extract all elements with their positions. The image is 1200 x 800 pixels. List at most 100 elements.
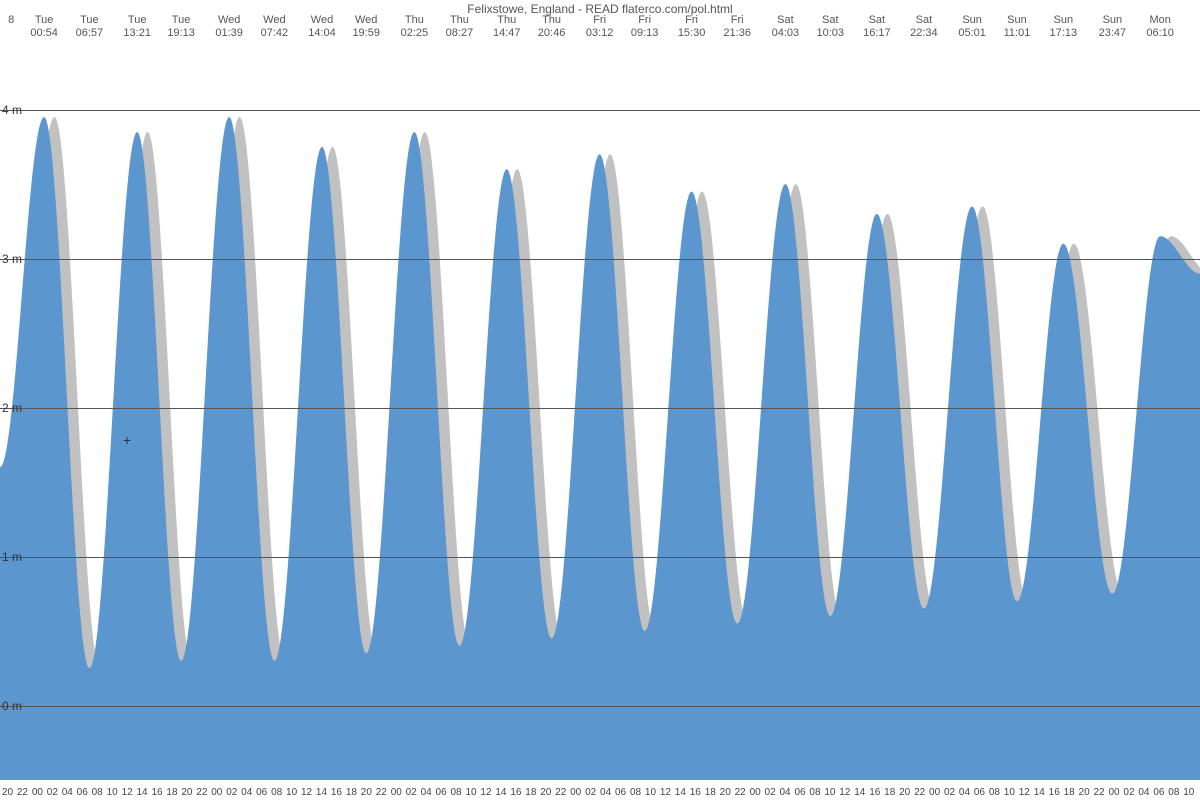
gridline [0,706,1200,707]
time-label: Wed07:42 [249,14,299,40]
hour-tick: 16 [869,787,880,798]
hour-tick: 10 [1004,787,1015,798]
time-label: Sun05:01 [947,14,997,40]
time-label: Thu02:25 [389,14,439,40]
hour-tick: 16 [690,787,701,798]
hour-tick: 22 [376,787,387,798]
hour-tick: 14 [854,787,865,798]
time-label: Fri15:30 [667,14,717,40]
time-label: Tue19:13 [156,14,206,40]
hour-tick: 14 [675,787,686,798]
gridline [0,557,1200,558]
hour-tick: 18 [1064,787,1075,798]
hour-tick: 10 [824,787,835,798]
hour-tick: 02 [406,787,417,798]
hour-tick: 00 [1108,787,1119,798]
hour-tick: 04 [959,787,970,798]
hour-tick: 12 [480,787,491,798]
hour-tick: 16 [151,787,162,798]
hour-tick: 04 [1138,787,1149,798]
hour-tick: 18 [705,787,716,798]
hour-tick: 10 [286,787,297,798]
hour-tick: 00 [32,787,43,798]
hour-tick: 12 [301,787,312,798]
hour-tick: 08 [92,787,103,798]
hour-tick: 00 [570,787,581,798]
bottom-axis: 2022000204060810121416182022000204060810… [0,786,1200,800]
hour-tick: 16 [1049,787,1060,798]
hour-tick: 04 [779,787,790,798]
hour-tick: 02 [585,787,596,798]
hour-tick: 00 [211,787,222,798]
crosshair-marker: + [123,432,131,448]
top-axis: 8Tue00:54Tue06:57Tue13:21Tue19:13Wed01:3… [0,14,1200,44]
hour-tick: 16 [510,787,521,798]
hour-tick: 08 [451,787,462,798]
hour-tick: 18 [346,787,357,798]
hour-tick: 08 [1168,787,1179,798]
time-label: Sun11:01 [992,14,1042,40]
hour-tick: 12 [122,787,133,798]
gridline [0,259,1200,260]
hour-tick: 04 [62,787,73,798]
time-label: Tue06:57 [64,14,114,40]
hour-tick: 02 [226,787,237,798]
y-label: 0 m [2,699,22,713]
hour-tick: 06 [974,787,985,798]
hour-tick: 14 [136,787,147,798]
hour-tick: 04 [421,787,432,798]
tide-series-blue [0,117,1200,780]
hour-tick: 18 [884,787,895,798]
tide-svg [0,50,1200,780]
time-label: Mon06:10 [1135,14,1185,40]
hour-tick: 12 [660,787,671,798]
y-label: 3 m [2,252,22,266]
hour-tick: 02 [765,787,776,798]
y-label: 1 m [2,550,22,564]
y-label: 4 m [2,103,22,117]
time-label: Fri09:13 [620,14,670,40]
hour-tick: 00 [750,787,761,798]
hour-tick: 10 [1183,787,1194,798]
hour-tick: 18 [525,787,536,798]
hour-tick: 02 [944,787,955,798]
hour-tick: 20 [1079,787,1090,798]
time-label: Sat22:34 [899,14,949,40]
time-label: Sat16:17 [852,14,902,40]
hour-tick: 10 [465,787,476,798]
hour-tick: 22 [17,787,28,798]
hour-tick: 02 [47,787,58,798]
time-label: Sun23:47 [1087,14,1137,40]
hour-tick: 08 [989,787,1000,798]
time-label: Wed14:04 [297,14,347,40]
hour-tick: 14 [316,787,327,798]
hour-tick: 16 [331,787,342,798]
hour-tick: 20 [2,787,13,798]
hour-tick: 06 [1153,787,1164,798]
hour-tick: 06 [436,787,447,798]
time-label: Wed01:39 [204,14,254,40]
gridline [0,408,1200,409]
hour-tick: 20 [720,787,731,798]
hour-tick: 06 [256,787,267,798]
hour-tick: 18 [166,787,177,798]
hour-tick: 06 [615,787,626,798]
hour-tick: 20 [899,787,910,798]
hour-tick: 20 [181,787,192,798]
hour-tick: 08 [271,787,282,798]
time-label: Sun17:13 [1038,14,1088,40]
hour-tick: 12 [1019,787,1030,798]
time-label: Tue13:21 [112,14,162,40]
hour-tick: 22 [196,787,207,798]
time-label: Thu14:47 [482,14,532,40]
hour-tick: 22 [735,787,746,798]
hour-tick: 06 [77,787,88,798]
hour-tick: 00 [391,787,402,798]
plot-area: + 0 m1 m2 m3 m4 m [0,50,1200,780]
time-label: Fri03:12 [575,14,625,40]
hour-tick: 06 [794,787,805,798]
time-label: Thu20:46 [527,14,577,40]
hour-tick: 12 [839,787,850,798]
time-label: Wed19:59 [341,14,391,40]
hour-tick: 20 [361,787,372,798]
